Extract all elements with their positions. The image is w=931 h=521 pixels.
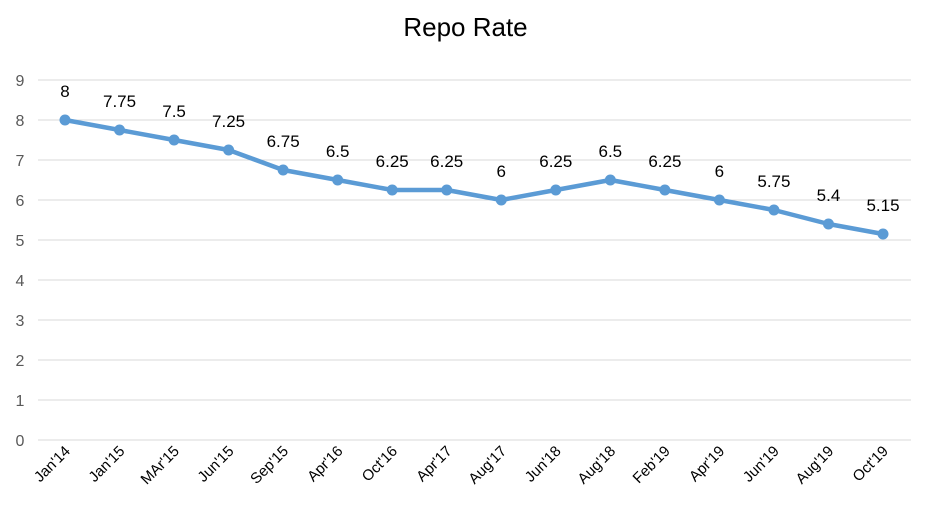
x-tick-label: Apr'16	[304, 443, 346, 485]
data-point-marker	[768, 204, 780, 216]
x-tick-label: Aug'19	[793, 443, 838, 488]
data-label: 6.5	[599, 142, 623, 161]
gridlines	[38, 79, 911, 441]
x-tick-label: Jun'19	[740, 443, 783, 486]
data-label: 7.5	[162, 102, 186, 121]
x-tick-label: Feb'19	[630, 443, 674, 487]
data-point-marker	[550, 184, 562, 196]
data-label: 8	[60, 82, 69, 101]
data-point-marker	[441, 184, 453, 196]
chart-title: Repo Rate	[403, 12, 528, 42]
y-axis-tick-labels: 0 1 2 3 4 5 6 7 8 9	[16, 73, 25, 450]
y-tick-label: 1	[16, 393, 25, 410]
data-labels: 8 7.75 7.5 7.25 6.75 6.5 6.25 6.25 6 6.25 6.5 6.25 6…	[60, 82, 899, 215]
x-tick-label: Jan'14	[31, 443, 74, 486]
data-point-marker	[277, 164, 289, 176]
data-label: 6	[497, 162, 506, 181]
data-label: 6.25	[539, 152, 572, 171]
data-label: 5.75	[757, 172, 790, 191]
data-label: 5.4	[817, 186, 841, 205]
y-tick-label: 7	[16, 153, 25, 170]
data-point-marker	[604, 174, 616, 186]
data-label: 6.25	[376, 152, 409, 171]
data-point-marker	[332, 174, 344, 186]
y-tick-label: 9	[16, 73, 25, 90]
x-axis-tick-labels: Jan'14 Jan'15 MAr'15 Jun'15 Sep'15 Apr'16 Oct'…	[31, 443, 892, 488]
series-line	[59, 114, 889, 240]
y-tick-label: 5	[16, 233, 25, 250]
y-tick-label: 2	[16, 353, 25, 370]
x-tick-label: Aug'17	[465, 443, 510, 488]
data-point-marker	[168, 134, 180, 146]
data-point-marker	[59, 114, 71, 126]
data-label: 5.15	[866, 196, 899, 215]
data-point-marker	[223, 144, 235, 156]
data-label: 6.25	[430, 152, 463, 171]
x-tick-label: Jun'18	[522, 443, 565, 486]
data-point-marker	[713, 194, 725, 206]
data-label: 7.25	[212, 112, 245, 131]
y-tick-label: 3	[16, 313, 25, 330]
x-tick-label: Sep'15	[247, 443, 292, 488]
y-tick-label: 4	[16, 273, 25, 290]
data-point-marker	[659, 184, 671, 196]
data-point-marker	[822, 218, 834, 230]
data-point-marker	[495, 194, 507, 206]
x-tick-label: Aug'18	[574, 443, 619, 488]
x-tick-label: Jan'15	[85, 443, 128, 486]
data-label: 7.75	[103, 92, 136, 111]
data-label: 6.25	[648, 152, 681, 171]
y-tick-label: 6	[16, 193, 25, 210]
y-tick-label: 8	[16, 113, 25, 130]
data-point-marker	[877, 228, 889, 240]
x-tick-label: Apr'19	[686, 443, 728, 485]
data-point-marker	[114, 124, 126, 136]
data-label: 6	[715, 162, 724, 181]
data-label: 6.75	[267, 132, 300, 151]
series-line-path	[62, 117, 886, 237]
x-tick-label: Oct'19	[849, 443, 891, 485]
y-tick-label: 0	[16, 433, 25, 450]
x-tick-label: MAr'15	[138, 443, 183, 488]
data-label: 6.5	[326, 142, 350, 161]
x-tick-label: Oct'16	[359, 443, 401, 485]
data-point-marker	[386, 184, 398, 196]
x-tick-label: Apr'17	[413, 443, 455, 485]
x-tick-label: Jun'15	[194, 443, 237, 486]
